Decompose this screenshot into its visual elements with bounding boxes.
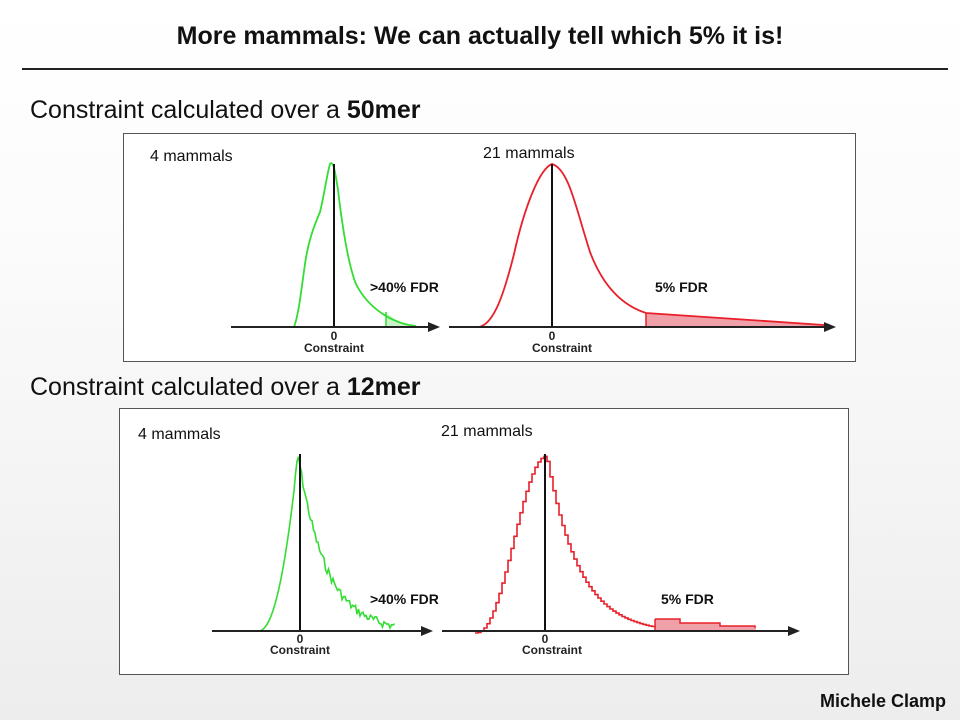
axis-arrowhead xyxy=(788,626,800,636)
distribution-curve-21-mammals xyxy=(478,163,825,328)
slide-title: More mammals: We can actually tell which… xyxy=(176,22,784,50)
heading-emphasis: 12mer xyxy=(346,373,421,401)
axis-label: Constraint xyxy=(532,341,592,355)
heading-text: Constraint calculated over a xyxy=(30,373,347,401)
distribution-curve-4-mammals xyxy=(257,456,396,632)
author-credit: Michele Clamp xyxy=(819,691,946,711)
axis-arrowhead xyxy=(824,322,836,332)
heading-text: Constraint calculated over a xyxy=(30,96,347,124)
fdr-label-4-mammals: >40% FDR xyxy=(370,591,439,607)
panel-12mer-graphic: 0 Constraint 0 Constraint xyxy=(212,454,800,657)
axis-tick-zero: 0 xyxy=(542,632,549,646)
fdr-tail-step xyxy=(655,618,756,628)
fdr-label-21-mammals: 5% FDR xyxy=(655,279,708,295)
distribution-curve-4-mammals xyxy=(293,162,417,328)
distribution-panel-12mer: 0 Constraint 0 Constraint 4 mammals 21 m… xyxy=(119,408,849,675)
fdr-tail-shade xyxy=(655,619,756,631)
label-21-mammals: 21 mammals xyxy=(483,145,575,162)
axis-arrowhead xyxy=(421,626,433,636)
axis-tick-zero: 0 xyxy=(549,329,556,343)
axis-label: Constraint xyxy=(304,341,364,355)
axis-label: Constraint xyxy=(522,643,582,657)
fdr-tail-shade xyxy=(386,312,414,327)
label-21-mammals: 21 mammals xyxy=(441,423,533,440)
axis-arrowhead xyxy=(428,322,440,332)
title-divider xyxy=(22,68,948,70)
section-heading-12mer: Constraint calculated over a 12mer xyxy=(30,373,421,402)
label-4-mammals: 4 mammals xyxy=(138,426,221,443)
distribution-panel-50mer: 0 Constraint 0 Constraint 4 mammals 21 m… xyxy=(123,133,856,362)
distribution-curve-21-mammals xyxy=(475,455,656,634)
fdr-label-21-mammals: 5% FDR xyxy=(661,591,714,607)
label-4-mammals: 4 mammals xyxy=(150,148,233,165)
axis-tick-zero: 0 xyxy=(297,632,304,646)
axis-tick-zero: 0 xyxy=(331,329,338,343)
axis-label: Constraint xyxy=(270,643,330,657)
fdr-label-4-mammals: >40% FDR xyxy=(370,279,439,295)
panel-50mer-graphic: 0 Constraint 0 Constraint xyxy=(231,162,836,355)
section-heading-50mer: Constraint calculated over a 50mer xyxy=(30,96,421,125)
heading-emphasis: 50mer xyxy=(346,96,421,124)
